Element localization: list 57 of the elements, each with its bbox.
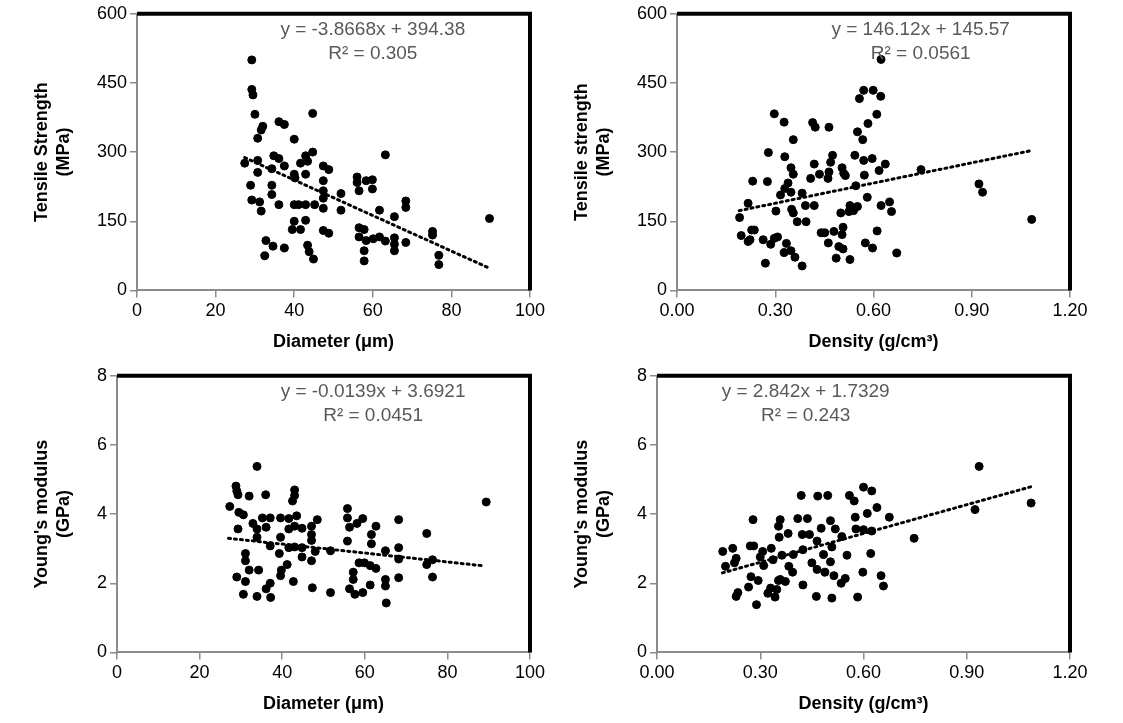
y-tick-label: 0 [657,279,668,300]
x-tick-label: 60 [354,662,375,683]
annotation: y = -0.0139x + 3.6921 [280,379,466,401]
annotation: R² = 0.305 [328,41,418,63]
x-tick-label: 0 [132,300,143,321]
x-axis-title: Density (g/cm³) [808,331,939,351]
y-axis-title: Tensile Strength (MPa) [31,82,73,222]
y-tick-label: 600 [96,2,128,23]
x-tick-label: 0.00 [659,300,695,321]
y-axis-title: Tensile strength (MPa) [571,83,613,221]
x-tick-label: 20 [189,662,210,683]
y-tick-label: 0 [97,641,108,662]
x-axis-title: Diameter (μm) [262,693,385,713]
x-tick-label: 100 [514,300,546,321]
annotation: R² = 0.243 [761,403,851,425]
annotation: y = -3.8668x + 394.38 [280,17,466,39]
x-tick-label: 40 [272,662,293,683]
y-tick-label: 6 [97,433,108,454]
x-tick-label: 60 [362,300,383,321]
y-tick-label: 8 [637,364,648,385]
annotation: R² = 0.0451 [323,403,423,425]
x-tick-label: 0.30 [757,300,793,321]
x-tick-label: 0.00 [639,662,675,683]
x-tick-label: 80 [441,300,462,321]
annotation: R² = 0.0561 [870,41,971,63]
y-tick-label: 4 [97,503,108,524]
y-tick-label: 150 [96,210,128,231]
y-tick-label: 4 [637,503,648,524]
y-tick-label: 300 [636,141,668,162]
y-axis-title: Young's modulus (GPa) [31,439,73,589]
y-tick-label: 0 [117,279,128,300]
x-tick-label: 0.60 [845,662,882,683]
x-tick-label: 0.30 [742,662,778,683]
x-tick-label: 1.20 [1052,300,1088,321]
x-tick-label: 0.60 [855,300,892,321]
y-tick-label: 8 [97,364,108,385]
x-tick-label: 80 [437,662,458,683]
x-tick-label: 0.90 [949,662,985,683]
x-axis-title: Density (g/cm³) [798,693,929,713]
x-axis-title: Diameter (μm) [272,331,395,351]
y-axis-title: Young's modulus (GPa) [571,439,613,589]
y-tick-label: 450 [96,71,128,92]
annotation: y = 146.12x + 145.57 [831,17,1010,39]
y-tick-label: 300 [96,141,128,162]
x-tick-label: 0.90 [954,300,990,321]
x-tick-label: 20 [205,300,226,321]
annotation: y = 2.842x + 1.7329 [721,379,890,401]
x-tick-label: 1.20 [1052,662,1088,683]
y-tick-label: 0 [637,641,648,662]
y-tick-label: 150 [636,210,668,231]
y-tick-label: 2 [637,572,648,593]
x-tick-label: 40 [284,300,305,321]
y-tick-label: 6 [637,433,648,454]
y-tick-label: 600 [636,2,668,23]
y-tick-label: 450 [636,71,668,92]
x-tick-label: 100 [514,662,546,683]
y-tick-label: 2 [97,572,108,593]
